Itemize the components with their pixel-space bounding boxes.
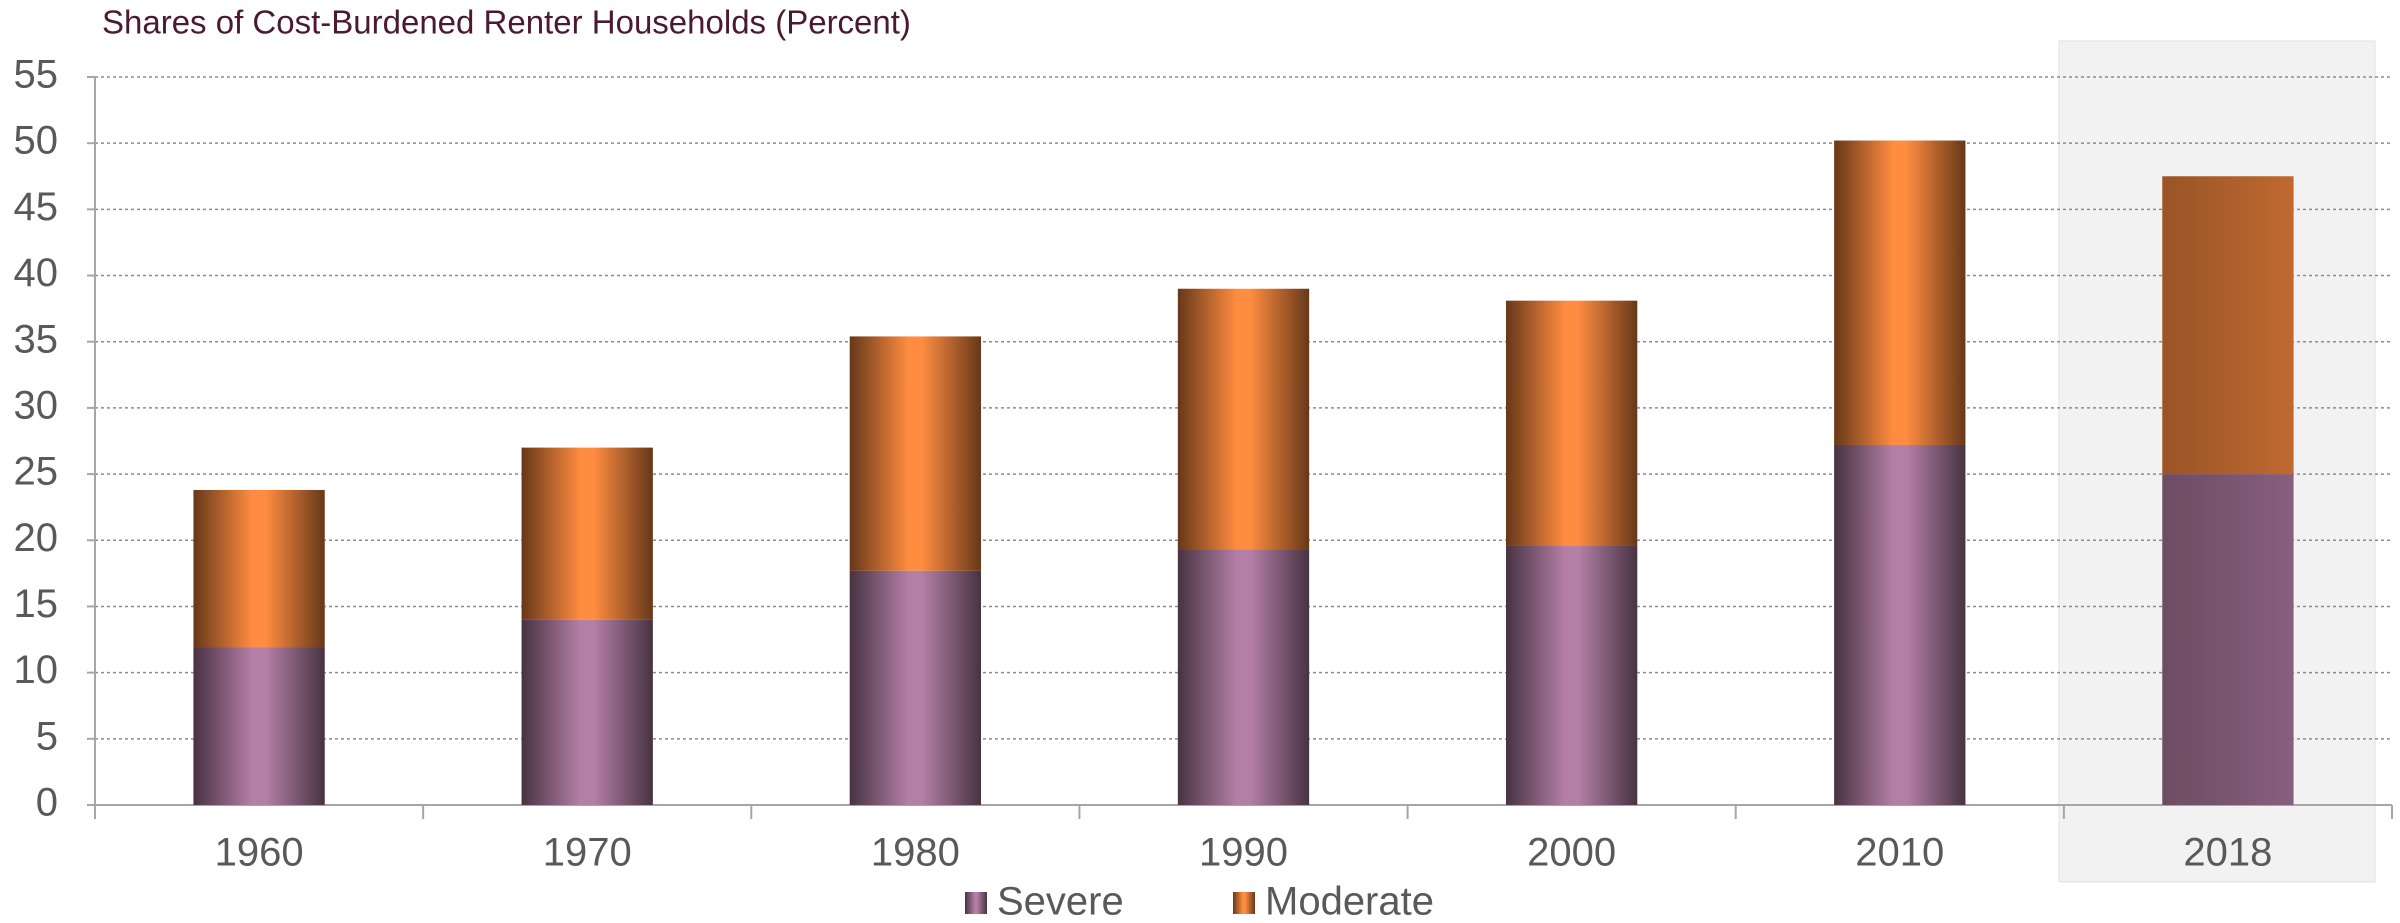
bar-shade [193, 647, 325, 805]
legend-swatch-shade [1233, 892, 1255, 914]
bar-shade [849, 570, 981, 805]
bar-shade [1177, 288, 1310, 550]
x-tick-label: 2010 [1855, 831, 1944, 875]
x-tick-label: 1980 [871, 831, 960, 875]
bar-shade [2162, 176, 2294, 475]
bar-shade [1506, 545, 1638, 805]
y-tick-label: 30 [14, 383, 59, 427]
bar-shade [1177, 549, 1310, 805]
bar-shade [1834, 444, 1966, 805]
x-tick-label: 2000 [1527, 831, 1616, 875]
y-tick-label: 35 [14, 317, 59, 361]
x-tick-label: 1960 [215, 831, 304, 875]
y-tick-label: 10 [14, 648, 59, 692]
bar-shade [193, 489, 325, 648]
y-tick-label: 45 [14, 185, 59, 229]
bar-shade [2162, 474, 2294, 805]
bar-shade [521, 619, 653, 805]
x-tick-label: 1990 [1199, 831, 1288, 875]
y-tick-label: 25 [14, 450, 59, 494]
y-tick-label: 55 [14, 53, 59, 97]
y-tick-label: 5 [36, 714, 58, 758]
legend-label: Moderate [1265, 880, 1434, 923]
chart-title: Shares of Cost-Burdened Renter Household… [102, 4, 911, 41]
y-tick-label: 20 [14, 516, 59, 560]
bar-shade [1506, 300, 1638, 546]
bar-shade [521, 447, 653, 620]
y-tick-label: 50 [14, 119, 59, 163]
x-tick-label: 1970 [543, 831, 632, 875]
y-tick-label: 15 [14, 582, 59, 626]
y-tick-label: 0 [36, 781, 58, 825]
legend-label: Severe [997, 880, 1124, 923]
bar-shade [849, 336, 981, 571]
y-tick-label: 40 [14, 251, 59, 295]
bar-shade [1834, 140, 1966, 445]
x-tick-label: 2018 [2183, 831, 2272, 875]
legend-swatch-shade [965, 892, 987, 914]
